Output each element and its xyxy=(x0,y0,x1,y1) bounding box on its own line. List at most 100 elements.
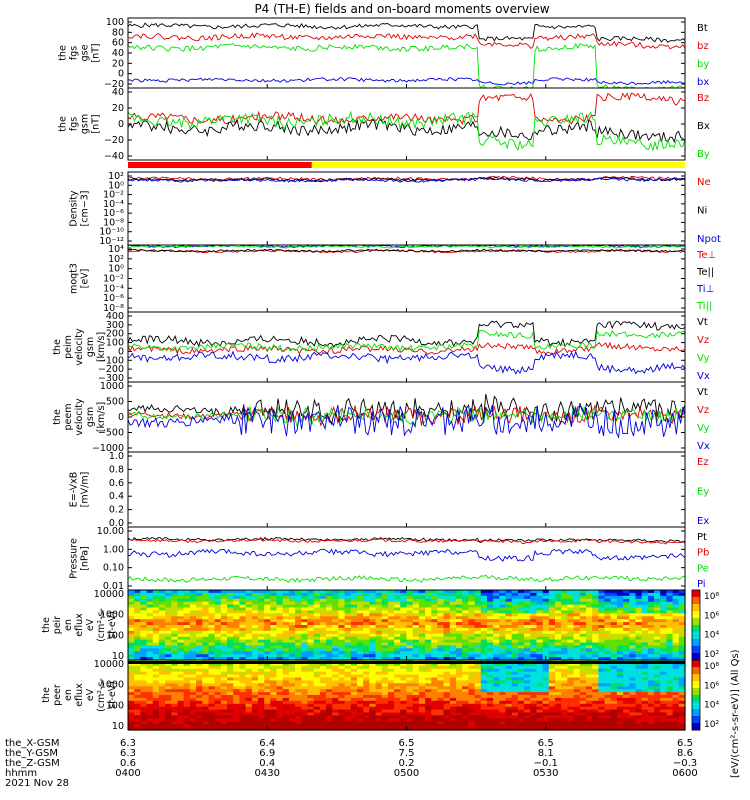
spectrogram-cell xyxy=(647,616,655,620)
spectrogram-cell xyxy=(474,721,482,725)
spectrogram-cell xyxy=(406,633,414,638)
series-line-pe xyxy=(127,574,686,583)
spectrogram-cell xyxy=(660,697,667,702)
spectrogram-cell xyxy=(586,613,593,617)
spectrogram-cell xyxy=(487,709,494,714)
spectrogram-cell xyxy=(264,627,271,632)
spectrogram-cell xyxy=(616,674,624,679)
spectrogram-cell xyxy=(394,709,401,714)
spectrogram-cell xyxy=(202,680,210,684)
spectrogram-cell xyxy=(437,686,445,690)
spectrogram-cell xyxy=(332,642,339,646)
spectrogram-cell xyxy=(542,721,550,725)
spectrogram-cell xyxy=(449,715,457,719)
spectrogram-cell xyxy=(610,601,618,606)
spectrogram-cell xyxy=(251,627,259,632)
spectrogram-cell xyxy=(542,651,550,655)
spectrogram-cell xyxy=(610,674,618,679)
spectrogram-cell xyxy=(288,607,296,611)
spectrogram-cell xyxy=(400,636,408,641)
spectrogram-cell xyxy=(604,724,612,728)
spectrogram-cell xyxy=(536,695,544,699)
spectrogram-cell xyxy=(220,601,228,606)
spectrogram-cell xyxy=(592,689,599,693)
spectrogram-cell xyxy=(641,657,649,661)
spectrogram-cell xyxy=(462,721,469,725)
spectrogram-cell xyxy=(511,697,519,702)
spectrogram-cell xyxy=(270,718,278,722)
spectrogram-cell xyxy=(264,712,271,716)
spectrogram-cell xyxy=(208,622,216,626)
spectrogram-cell xyxy=(350,680,358,684)
spectrogram-cell xyxy=(524,662,531,667)
spectrogram-cell xyxy=(326,636,333,641)
y-tick-label: 100 xyxy=(106,17,124,28)
spectrogram-cell xyxy=(165,680,172,684)
spectrogram-cell xyxy=(171,715,179,719)
spectrogram-cell xyxy=(338,683,346,687)
spectrogram-cell xyxy=(672,590,680,594)
spectrogram-cell xyxy=(319,636,327,641)
spectrogram-cell xyxy=(610,595,618,600)
spectrogram-cell xyxy=(561,677,568,681)
spectrogram-cell xyxy=(134,601,141,606)
spectrogram-cell xyxy=(134,695,141,699)
spectrogram-cell xyxy=(258,636,265,641)
spectrogram-cell xyxy=(326,639,333,644)
y-tick-label: 10⁻¹⁰ xyxy=(99,227,124,238)
spectrogram-cell xyxy=(251,654,259,658)
spectrogram-cell xyxy=(616,625,624,629)
spectrogram-cell xyxy=(171,683,179,687)
spectrogram-cell xyxy=(258,721,265,725)
spectrogram-cell xyxy=(357,695,364,699)
spectrogram-cell xyxy=(369,700,377,705)
spectrogram-cell xyxy=(381,592,389,597)
spectrogram-cell xyxy=(524,604,531,609)
spectrogram-cell xyxy=(542,595,550,600)
spectrogram-cell xyxy=(678,651,686,655)
spectrogram-cell xyxy=(462,607,469,611)
spectrogram-cell xyxy=(270,721,278,725)
spectrogram-cell xyxy=(418,645,426,649)
spectrogram-cell xyxy=(517,715,525,719)
spectrogram-cell xyxy=(245,651,253,655)
spectrogram-cell xyxy=(363,595,370,600)
spectrogram-cell xyxy=(412,639,420,644)
spectrogram-cell xyxy=(480,616,488,620)
spectrogram-cell xyxy=(400,607,408,611)
spectrogram-cell xyxy=(598,627,606,632)
spectrogram-cell xyxy=(140,657,148,661)
spectrogram-cell xyxy=(635,709,643,714)
spectrogram-cell xyxy=(647,724,655,728)
spectrogram-cell xyxy=(412,697,420,702)
spectrogram-cell xyxy=(165,604,172,609)
spectrogram-cell xyxy=(530,610,538,614)
spectrogram-cell xyxy=(363,648,370,652)
spectrogram-cell xyxy=(220,724,228,728)
spectrogram-cell xyxy=(425,595,432,600)
spectrogram-cell xyxy=(493,700,500,705)
spectrogram-cell xyxy=(480,692,488,696)
spectrogram-cell xyxy=(369,592,377,597)
spectrogram-cell xyxy=(431,697,439,702)
spectrogram-cell xyxy=(555,724,562,728)
spectrogram-cell xyxy=(301,651,309,655)
spectrogram-cell xyxy=(536,674,544,679)
spectrogram-cell xyxy=(313,592,321,597)
spectrogram-cell xyxy=(338,680,346,684)
spectrogram-cell xyxy=(295,592,302,597)
spectrogram-cell xyxy=(301,721,309,725)
spectrogram-cell xyxy=(474,674,482,679)
spectrogram-cell xyxy=(511,630,519,635)
spectrogram-cell xyxy=(412,616,420,620)
spectrogram-cell xyxy=(437,633,445,638)
spectrogram-cell xyxy=(542,703,550,708)
spectrogram-cell xyxy=(208,718,216,722)
spectrogram-cell xyxy=(586,689,593,693)
spectrogram-cell xyxy=(270,648,278,652)
spectrogram-cell xyxy=(369,692,377,696)
spectrogram-cell xyxy=(412,598,420,603)
spectrogram-cell xyxy=(227,616,234,620)
spectrogram-cell xyxy=(536,595,544,600)
spectrogram-cell xyxy=(245,636,253,641)
